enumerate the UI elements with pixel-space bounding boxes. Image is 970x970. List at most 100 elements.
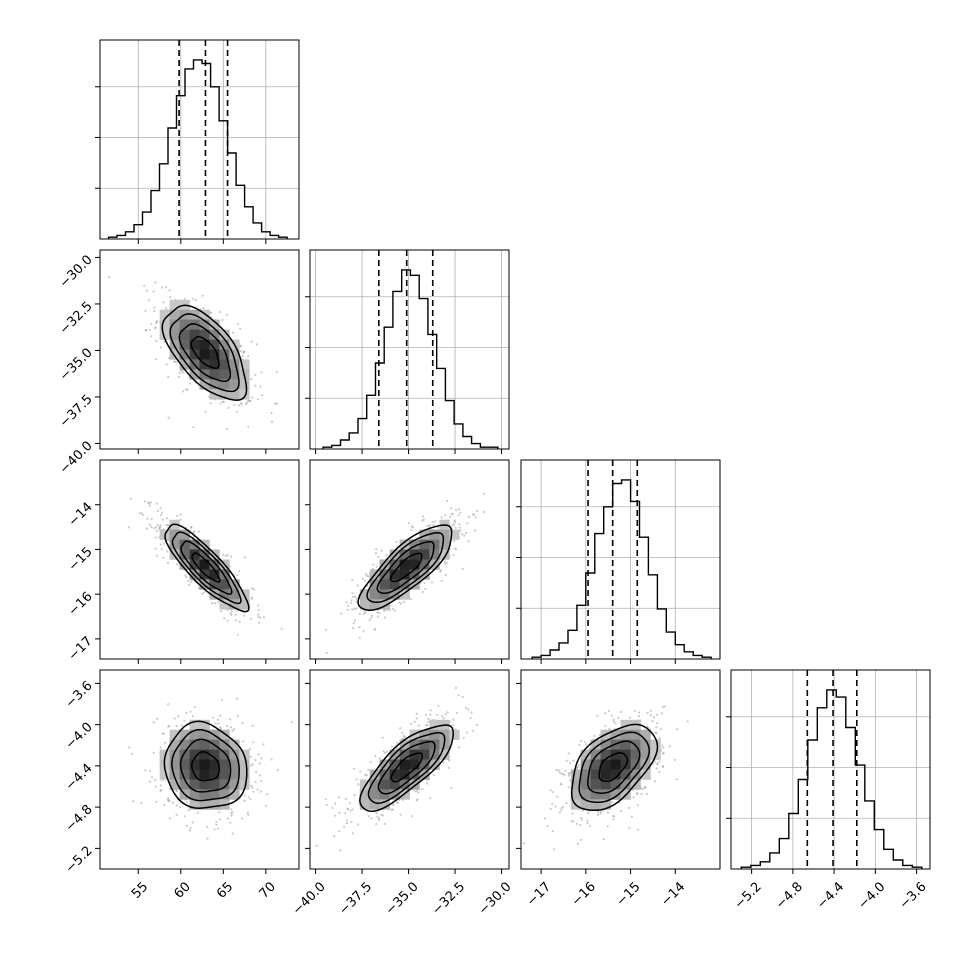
density-bin — [610, 769, 621, 780]
scatter-point — [270, 411, 273, 415]
scatter-point — [221, 318, 224, 322]
scatter-point — [252, 741, 255, 744]
scatter-point — [154, 327, 157, 330]
scatter-point — [451, 513, 454, 516]
scatter-point — [140, 512, 143, 515]
scatter-point — [196, 811, 199, 814]
scatter-point — [345, 601, 348, 604]
scatter-point — [231, 832, 234, 835]
scatter-point — [378, 611, 381, 614]
panel-frame — [309, 459, 510, 660]
scatter-point — [247, 425, 250, 428]
scatter-point — [607, 709, 611, 713]
density-bin — [600, 749, 611, 760]
scatter-point — [150, 525, 153, 529]
density-bin — [179, 739, 190, 750]
scatter-point — [558, 811, 561, 814]
density-bin — [239, 379, 250, 390]
y-tick-label: −4.0 — [63, 720, 96, 753]
scatter-point — [159, 543, 162, 546]
contour-line — [171, 531, 242, 605]
scatter-point — [392, 803, 395, 807]
panel-frame — [520, 669, 721, 870]
scatter-point — [399, 727, 402, 730]
scatter-point — [549, 807, 552, 811]
scatter-point — [155, 530, 158, 533]
scatter-point — [189, 710, 192, 713]
scatter-point — [248, 747, 251, 751]
scatter-point — [191, 821, 194, 824]
scatter-point — [254, 781, 257, 784]
density-bin — [419, 549, 430, 560]
scatter-point — [233, 403, 236, 407]
scatter-point — [238, 620, 241, 623]
scatter-point — [354, 595, 357, 598]
scatter-point — [676, 728, 679, 731]
scatter-point — [450, 786, 453, 790]
density-bin — [630, 749, 641, 760]
scatter-point — [260, 779, 263, 783]
scatter-point — [453, 523, 456, 526]
scatter-point — [375, 548, 378, 551]
scatter-point — [554, 805, 557, 808]
scatter-point — [415, 799, 418, 802]
density-bin — [199, 719, 210, 731]
scatter-point — [150, 518, 153, 521]
scatter-point — [257, 604, 260, 607]
density-bin — [189, 719, 200, 731]
scatter-point — [229, 821, 232, 824]
density-bin — [169, 549, 180, 560]
panel-2-0 — [99, 459, 300, 660]
scatter-point — [649, 714, 653, 717]
scatter-point — [189, 826, 192, 830]
scatter-point — [166, 550, 169, 553]
density-bin — [419, 729, 430, 740]
scatter-point — [662, 765, 665, 769]
scatter-point — [242, 351, 245, 354]
density-bin — [419, 749, 430, 760]
density-bin — [389, 749, 400, 760]
panel-content — [128, 697, 293, 840]
density-bin — [209, 339, 220, 350]
scatter-point — [353, 619, 357, 622]
scatter-point — [108, 275, 111, 278]
scatter-point — [220, 698, 223, 702]
scatter-point — [453, 540, 456, 543]
density-bin — [199, 339, 210, 350]
scatter-point — [164, 741, 167, 744]
x-tick-label: 70 — [257, 879, 279, 901]
scatter-point — [219, 402, 222, 405]
histogram-step — [531, 479, 712, 659]
scatter-point — [230, 812, 233, 815]
scatter-point — [372, 563, 375, 566]
scatter-point — [604, 725, 607, 728]
scatter-point — [171, 801, 175, 804]
scatter-point — [576, 842, 580, 845]
scatter-point — [572, 759, 575, 762]
scatter-point — [193, 530, 196, 533]
density-bin — [409, 539, 420, 550]
density-bin — [159, 319, 170, 330]
scatter-point — [145, 328, 148, 332]
scatter-point — [472, 513, 476, 516]
scatter-point — [425, 782, 428, 785]
scatter-point — [235, 697, 239, 700]
scatter-point — [138, 512, 141, 515]
density-bin — [239, 359, 250, 370]
scatter-point — [569, 762, 572, 765]
scatter-point — [556, 795, 559, 798]
density-bin — [179, 769, 190, 780]
scatter-point — [448, 515, 452, 519]
scatter-point — [223, 617, 226, 620]
scatter-point — [352, 622, 355, 625]
scatter-point — [612, 815, 615, 818]
density-bin — [610, 729, 621, 740]
scatter-point — [166, 561, 169, 565]
scatter-point — [243, 350, 246, 353]
scatter-point — [159, 524, 162, 527]
scatter-point — [355, 778, 358, 781]
x-tick-label: −37.5 — [336, 879, 375, 918]
density-bin — [219, 759, 230, 770]
density-bin — [590, 759, 601, 770]
scatter-point — [353, 794, 356, 797]
